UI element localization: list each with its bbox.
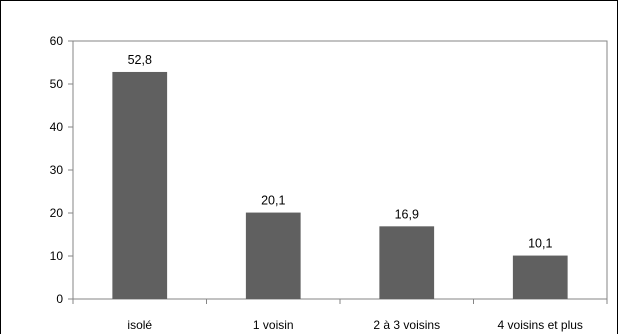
y-tick-label: 20 <box>50 206 64 220</box>
y-tick-label: 50 <box>50 77 64 91</box>
y-axis: 0 10 20 30 40 50 60 <box>50 34 73 306</box>
data-label: 10,1 <box>528 237 552 251</box>
y-tick-label: 60 <box>50 34 64 48</box>
bar <box>379 226 435 299</box>
bar <box>112 71 168 300</box>
data-label: 52,8 <box>128 53 152 67</box>
bar <box>245 212 301 299</box>
data-label: 20,1 <box>261 194 285 208</box>
x-category-label: 1 voisin <box>253 318 294 332</box>
x-category-label: 4 voisins et plus <box>498 318 583 332</box>
x-category-label: 2 à 3 voisins <box>373 318 440 332</box>
y-tick-label: 40 <box>50 120 64 134</box>
x-axis: isolé 1 voisin 2 à 3 voisins 4 voisins et p… <box>72 299 608 332</box>
y-tick-label: 0 <box>56 292 63 306</box>
bar <box>512 255 568 299</box>
x-category-label: isolé <box>127 318 152 332</box>
bars <box>112 71 568 300</box>
y-tick-label: 10 <box>50 249 64 263</box>
y-tick-label: 30 <box>50 163 64 177</box>
data-label: 16,9 <box>395 207 419 221</box>
data-labels: 52,8 20,1 16,9 10,1 <box>128 53 553 251</box>
